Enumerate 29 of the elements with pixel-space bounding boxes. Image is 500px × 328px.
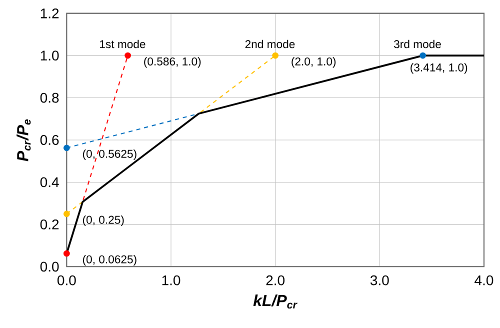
x-tick-label: 2.0 — [266, 275, 285, 286]
x-tick-label: 0.0 — [57, 275, 76, 286]
point — [272, 52, 279, 59]
y-tick-label: 0.6 — [40, 135, 59, 145]
y-tick-label: 0.2 — [40, 219, 59, 230]
y-tick-label: 0.4 — [40, 177, 59, 188]
annotation: (0, 0.25) — [82, 215, 124, 226]
series-label: 3rd mode — [394, 40, 441, 48]
series-label: 2nd mode — [245, 40, 295, 48]
series-label: 1st mode — [100, 40, 146, 48]
x-tick-label: 4.0 — [474, 275, 494, 286]
annotation: (0.586, 1.0) — [144, 57, 201, 68]
x-tick-label: 3.0 — [370, 275, 389, 286]
y-axis-title: P$_{cr}$/P$_{e}$ — [16, 119, 31, 162]
annotation: (2.0, 1.0) — [292, 57, 336, 68]
point — [63, 210, 70, 218]
annotation: (3.414, 1.0) — [410, 63, 468, 74]
x-axis-title: kL/P$_{cr}$ — [253, 294, 298, 309]
point — [63, 250, 70, 257]
point — [420, 52, 426, 59]
point — [124, 52, 132, 59]
y-tick-label: 0.0 — [40, 262, 59, 272]
y-tick-label: 0.8 — [40, 92, 59, 103]
y-tick-label: 1.0 — [40, 50, 59, 61]
point — [63, 144, 70, 152]
annotation: (0, 0.0625) — [82, 255, 136, 266]
x-tick-label: 1.0 — [162, 275, 180, 286]
annotation: (0, 0.5625) — [82, 150, 136, 160]
y-tick-label: 1.2 — [40, 8, 59, 18]
